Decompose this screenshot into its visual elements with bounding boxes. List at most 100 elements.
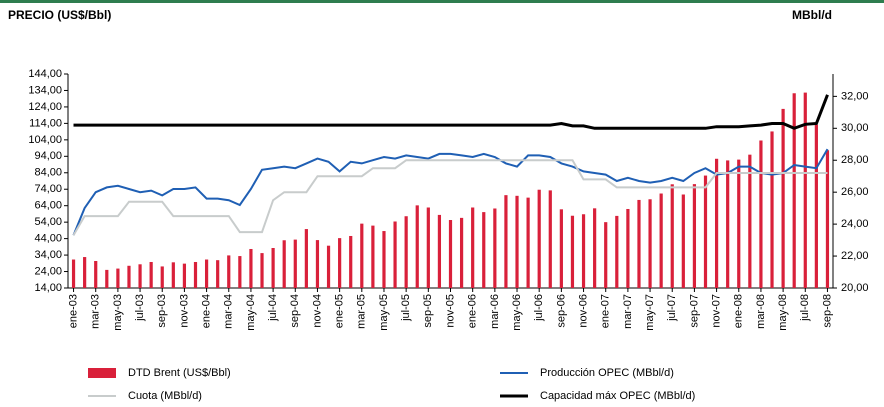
bar — [814, 124, 818, 288]
bar — [792, 93, 796, 288]
y-tick-label: 124,00 — [28, 101, 62, 113]
line — [72, 148, 829, 236]
x-tick-label: may-07 — [644, 294, 656, 331]
bar — [748, 154, 752, 288]
left-unit-title: PRECIO (US$/Bbl) — [8, 8, 111, 22]
bar — [249, 248, 253, 288]
y2-tick-label: 26,00 — [841, 186, 869, 198]
bar — [648, 199, 652, 288]
bar — [315, 240, 320, 288]
x-tick-label: nov-04 — [311, 294, 323, 328]
bar — [526, 197, 530, 288]
bar — [637, 199, 641, 288]
line — [73, 94, 829, 130]
bar — [94, 261, 98, 288]
x-tick-label: sep-03 — [156, 294, 168, 328]
x-tick-label: may-03 — [112, 294, 124, 331]
x-tick-label: sep-04 — [289, 294, 301, 328]
bar — [626, 208, 630, 288]
bar — [581, 214, 586, 288]
bar — [825, 150, 830, 288]
bar — [404, 216, 408, 288]
bar — [659, 193, 663, 288]
x-tick-label: mar-07 — [622, 294, 634, 329]
y-tick-label: 144,00 — [28, 68, 62, 80]
y2-tick-label: 28,00 — [841, 154, 869, 166]
y-tick-label: 94,00 — [34, 150, 62, 162]
x-tick-label: ene-06 — [467, 294, 479, 328]
x-tick-label: sep-06 — [555, 294, 567, 328]
bar — [737, 159, 741, 288]
x-tick-label: mar-08 — [755, 294, 767, 329]
bar — [459, 217, 464, 288]
x-tick-label: nov-07 — [710, 294, 722, 328]
bar — [515, 195, 519, 288]
bar — [171, 262, 175, 288]
x-tick-label: mar-03 — [90, 294, 102, 329]
y2-tick-label: 24,00 — [841, 218, 869, 230]
x-tick-label: may-06 — [511, 294, 523, 331]
bar — [559, 209, 563, 288]
x-tick-label: ene-03 — [67, 294, 79, 328]
legend-label: Capacidad máx OPEC (MBbl/d) — [540, 390, 695, 402]
bar — [116, 268, 120, 288]
x-tick-label: jul-07 — [666, 294, 678, 322]
bar — [204, 259, 209, 288]
bar — [260, 253, 264, 288]
y-tick-label: 24,00 — [34, 265, 62, 277]
bar — [326, 245, 331, 288]
legend-label: DTD Brent (US$/Bbl) — [128, 367, 231, 379]
bar — [393, 221, 397, 288]
bar — [304, 229, 308, 288]
x-tick-label: ene-04 — [200, 294, 212, 328]
y-tick-label: 44,00 — [34, 233, 62, 245]
y2-tick-label: 30,00 — [841, 122, 869, 134]
bar — [448, 220, 453, 288]
y2-tick-label: 20,00 — [841, 282, 869, 294]
right-unit-title: MBbl/d — [792, 8, 832, 22]
x-tick-label: jul-06 — [533, 294, 545, 322]
bar — [759, 140, 763, 288]
x-tick-label: jul-05 — [400, 294, 412, 322]
bar — [271, 247, 275, 288]
y-tick-label: 74,00 — [34, 183, 62, 195]
bar — [338, 238, 342, 288]
y-tick-label: 64,00 — [34, 200, 62, 212]
x-tick-label: jul-04 — [267, 294, 279, 322]
bar — [570, 215, 575, 288]
y-tick-label: 104,00 — [28, 134, 62, 146]
bar — [803, 92, 807, 289]
bar — [282, 240, 286, 288]
x-tick-label: ene-05 — [334, 294, 346, 328]
x-tick-label: nov-05 — [444, 294, 456, 328]
bar — [415, 205, 419, 288]
y-tick-label: 54,00 — [34, 216, 62, 228]
x-tick-label: may-05 — [378, 294, 390, 331]
bar — [681, 194, 685, 288]
bar — [160, 266, 164, 288]
bar — [426, 207, 430, 288]
line — [72, 159, 828, 236]
bar — [216, 260, 220, 288]
legend-swatch — [88, 368, 116, 378]
bar — [382, 231, 386, 288]
bar — [726, 160, 730, 288]
legend-label: Cuota (MBbl/d) — [128, 390, 202, 402]
bar — [692, 184, 697, 288]
y-tick-label: 34,00 — [34, 249, 62, 261]
x-tick-label: mar-06 — [489, 294, 501, 329]
bar — [471, 207, 475, 288]
x-tick-label: mar-04 — [223, 294, 235, 329]
bar — [127, 265, 131, 288]
bar — [293, 239, 297, 288]
header-rule — [0, 0, 884, 3]
y-tick-label: 84,00 — [34, 167, 62, 179]
bar — [714, 158, 719, 288]
x-tick-label: jul-03 — [134, 294, 146, 322]
bar — [182, 263, 187, 288]
legend-label: Producción OPEC (MBbl/d) — [540, 367, 674, 379]
bar — [537, 189, 541, 288]
y2-tick-label: 32,00 — [841, 90, 869, 102]
y-tick-label: 114,00 — [29, 117, 62, 129]
